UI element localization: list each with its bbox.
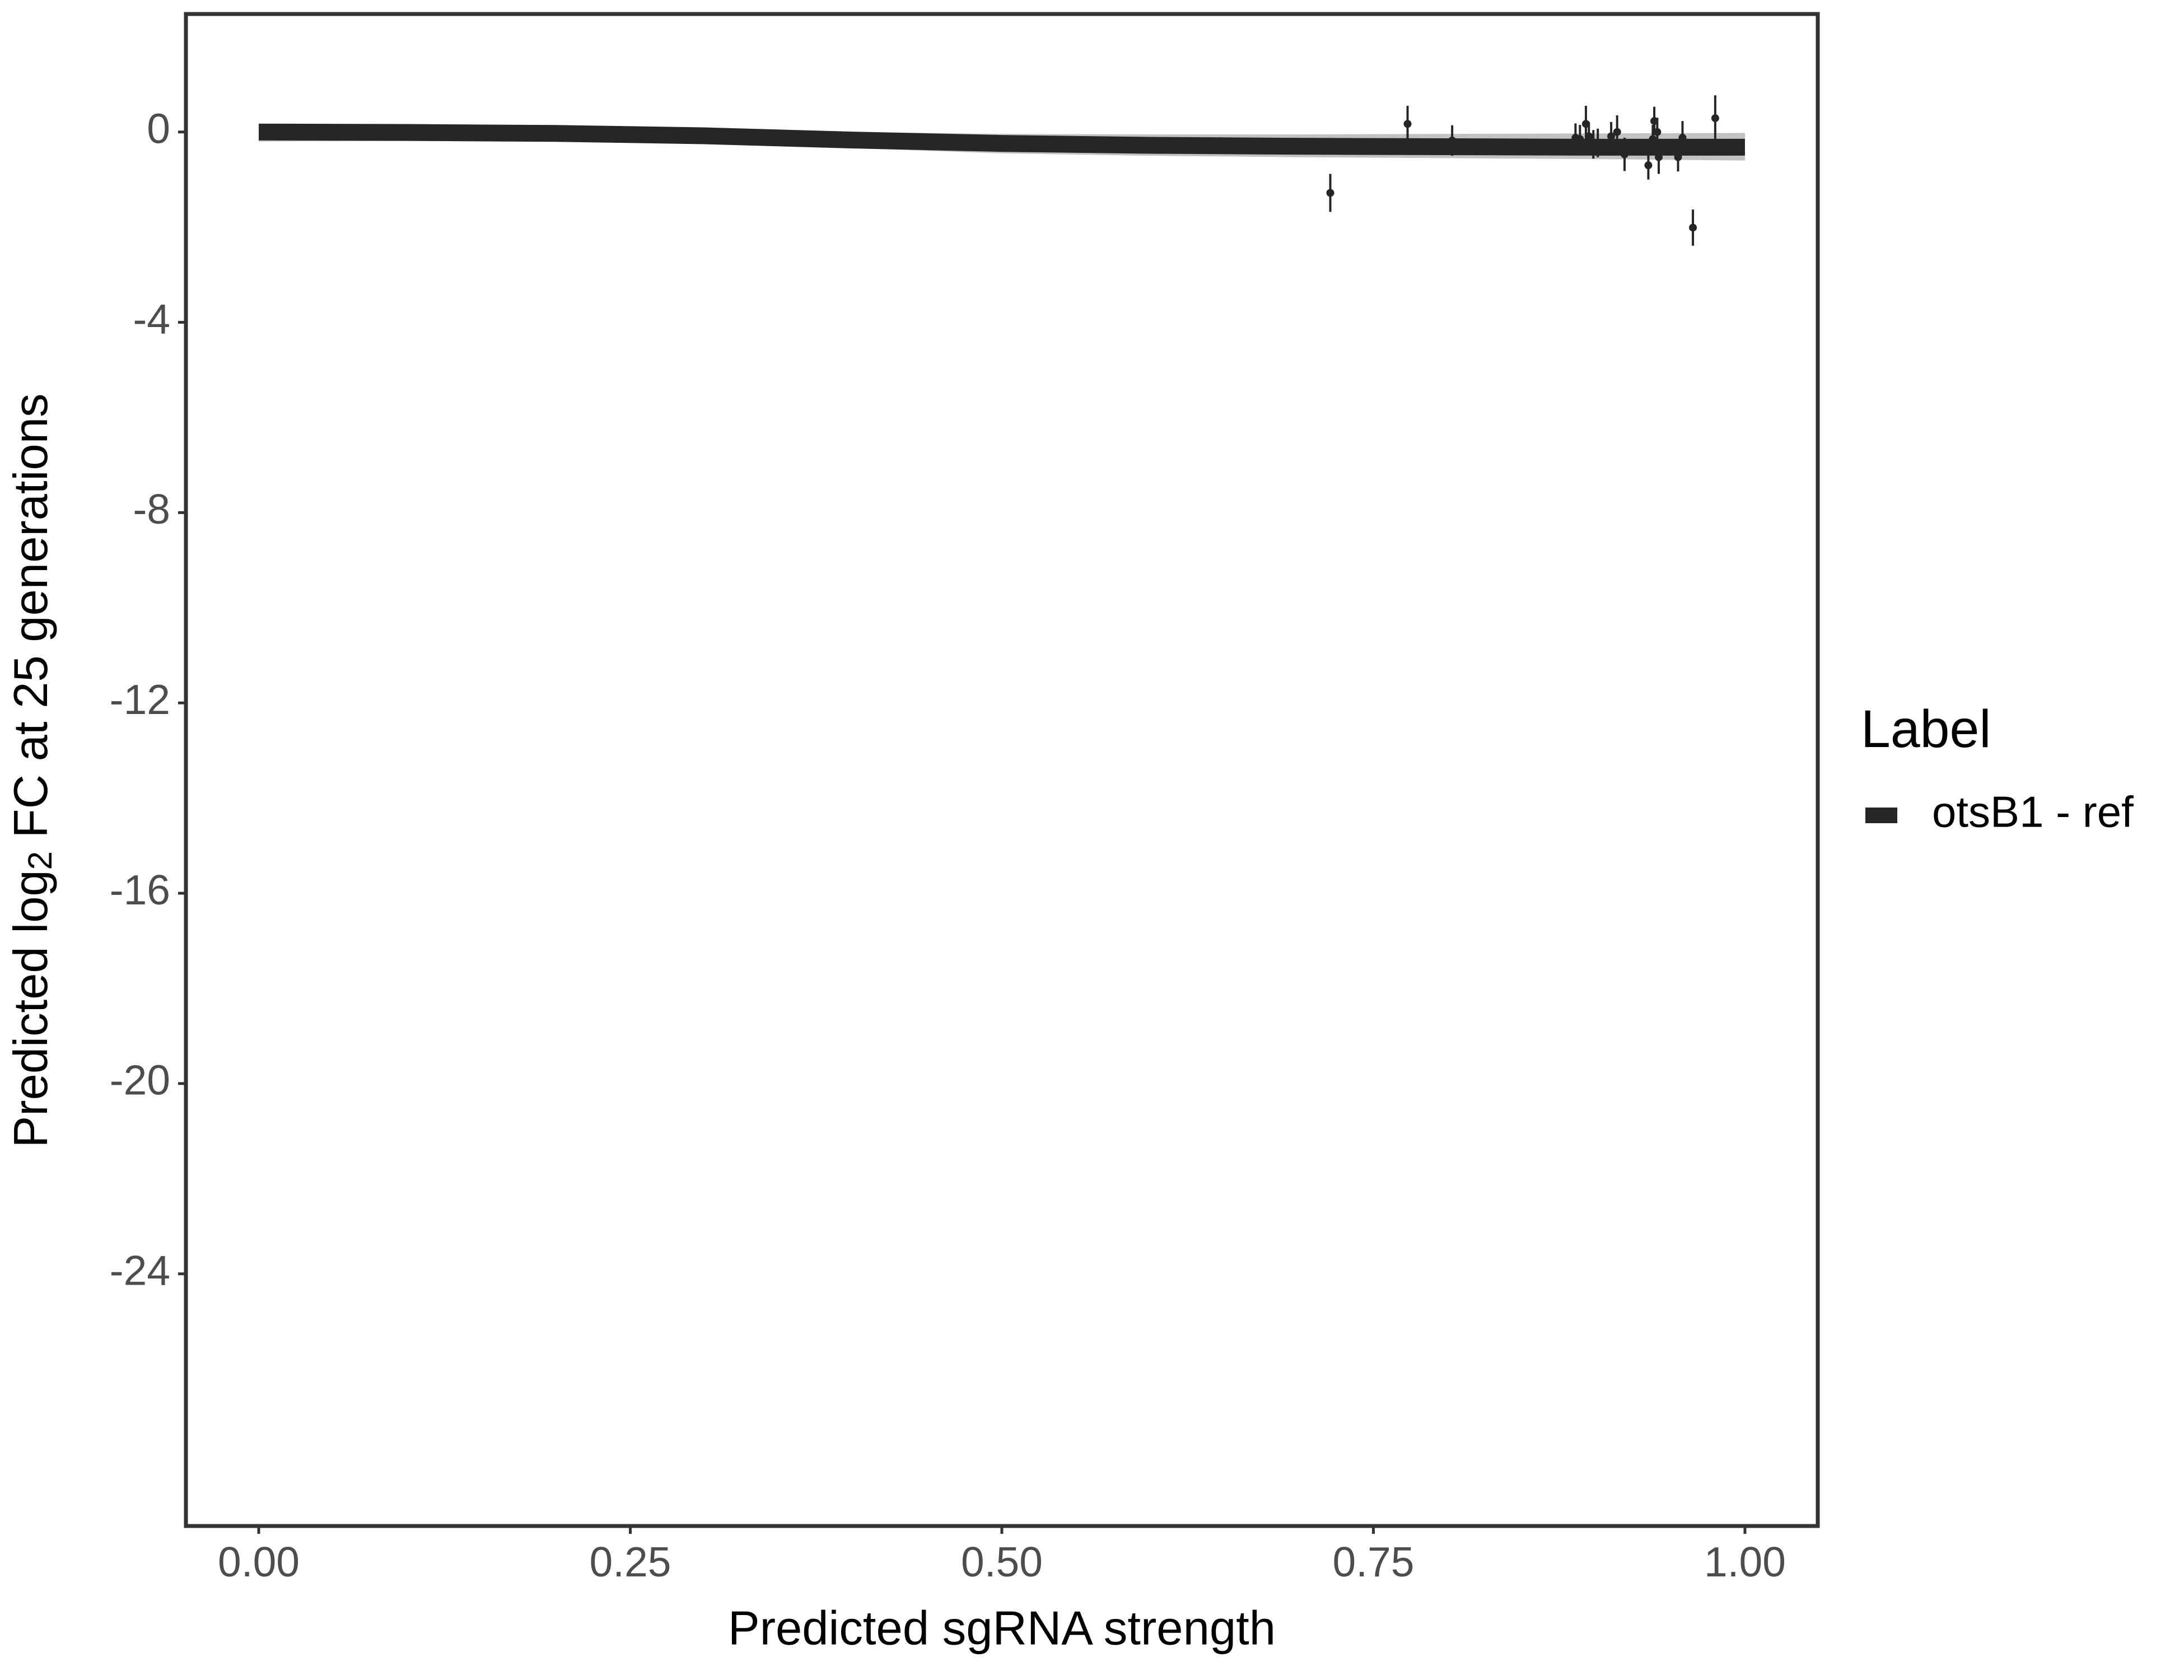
y-tick-label: -12: [110, 676, 170, 723]
legend-title: Label: [1861, 699, 1991, 759]
point: [1585, 132, 1593, 141]
point: [1326, 189, 1334, 197]
y-tick-label: -16: [110, 866, 170, 913]
fit-line: [258, 123, 1745, 156]
point: [1649, 135, 1657, 143]
point: [1674, 153, 1682, 161]
x-tick-label: 0.50: [961, 1538, 1043, 1585]
y-tick-label: -24: [110, 1247, 170, 1294]
plot-border: [184, 12, 1820, 1528]
y-axis-title: Predicted log2 FC at 25 generations: [4, 394, 58, 1148]
legend-label: otsB1 - ref: [1932, 787, 2134, 837]
y-axis-title-part: Predicted log: [4, 870, 58, 1147]
point: [1655, 153, 1663, 161]
point: [1607, 132, 1616, 141]
x-tick-label: 1.00: [1704, 1538, 1786, 1585]
point: [1620, 150, 1628, 158]
y-tick-label: -4: [133, 295, 170, 342]
point: [1576, 135, 1584, 143]
point: [1689, 223, 1697, 232]
point: [1448, 136, 1457, 144]
y-axis-title-subscript: 2: [21, 851, 59, 870]
x-axis-title: Predicted sgRNA strength: [728, 1602, 1276, 1655]
point: [1653, 128, 1662, 136]
y-tick-label: -20: [110, 1057, 170, 1104]
y-tick-label: 0: [147, 105, 170, 152]
x-tick-label: 0.25: [590, 1538, 671, 1585]
x-tick-label: 0.00: [218, 1538, 300, 1585]
legend-key: [1865, 808, 1897, 823]
y-tick-label: -8: [133, 486, 170, 533]
point: [1403, 120, 1412, 128]
point: [1594, 139, 1602, 147]
point: [1678, 133, 1687, 142]
x-tick-label: 0.75: [1332, 1538, 1414, 1585]
point: [1644, 161, 1653, 170]
y-axis-title-part: FC at 25 generations: [4, 394, 58, 851]
point: [1711, 114, 1719, 123]
point: [1613, 128, 1621, 136]
